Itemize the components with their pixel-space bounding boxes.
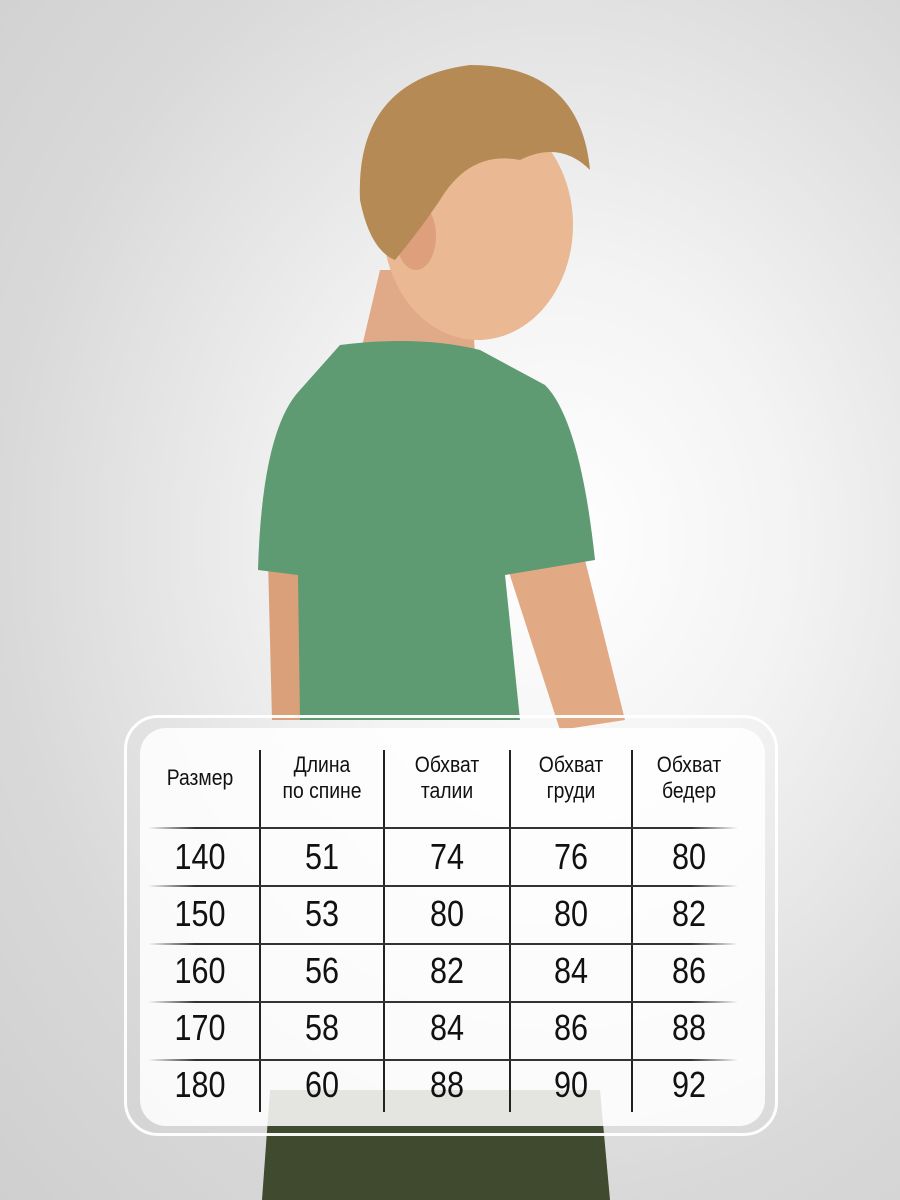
measurement-cell: 80 [553, 892, 589, 934]
table-row: 150 53 80 80 82 [140, 885, 746, 942]
row-divider [148, 827, 738, 829]
measurement-cell: 76 [553, 835, 589, 877]
size-cell: 150 [174, 892, 226, 934]
measurement-cell: 88 [671, 1006, 707, 1048]
measurement-cell: 82 [671, 892, 707, 934]
row-divider [148, 943, 738, 945]
measurement-cell: 53 [304, 892, 340, 934]
table-frame [124, 715, 778, 1136]
column-divider [509, 750, 511, 1112]
table-row: 140 51 74 76 80 [140, 828, 746, 885]
size-cell: 160 [174, 949, 226, 991]
column-header: Обхват груди [538, 752, 604, 803]
header-row: Размер Длина по спине Обхват талии Обхват г… [140, 728, 746, 828]
measurement-cell: 84 [429, 1006, 465, 1048]
table-row: 160 56 82 84 86 [140, 942, 746, 999]
shirt [258, 341, 595, 720]
measurement-cell: 80 [429, 892, 465, 934]
size-cell: 140 [174, 835, 226, 877]
size-cell: 170 [174, 1006, 226, 1048]
measurement-cell: 88 [429, 1063, 465, 1105]
column-divider [631, 750, 633, 1112]
column-divider [383, 750, 385, 1112]
column-header: Размер [166, 765, 234, 790]
row-divider [148, 1001, 738, 1003]
row-divider [148, 1059, 738, 1061]
column-header: Обхват бедер [656, 752, 722, 803]
measurement-cell: 80 [671, 835, 707, 877]
column-header: Обхват талии [414, 752, 480, 803]
left-arm [268, 560, 305, 720]
measurement-cell: 92 [671, 1063, 707, 1105]
measurement-cell: 86 [553, 1006, 589, 1048]
table-row: 170 58 84 86 88 [140, 999, 746, 1056]
hair [359, 65, 590, 260]
row-divider [148, 885, 738, 887]
size-table: Размер Длина по спине Обхват талии Обхват г… [140, 728, 746, 1113]
column-divider [259, 750, 261, 1112]
measurement-cell: 84 [553, 949, 589, 991]
table-row: 180 60 88 90 92 [140, 1056, 746, 1113]
right-arm [505, 560, 625, 730]
measurement-cell: 90 [553, 1063, 589, 1105]
measurement-cell: 51 [304, 835, 340, 877]
measurement-cell: 82 [429, 949, 465, 991]
size-cell: 180 [174, 1063, 226, 1105]
measurement-cell: 60 [304, 1063, 340, 1105]
column-header: Длина по спине [282, 752, 362, 803]
measurement-cell: 56 [304, 949, 340, 991]
measurement-cell: 86 [671, 949, 707, 991]
measurement-cell: 58 [304, 1006, 340, 1048]
measurement-cell: 74 [429, 835, 465, 877]
